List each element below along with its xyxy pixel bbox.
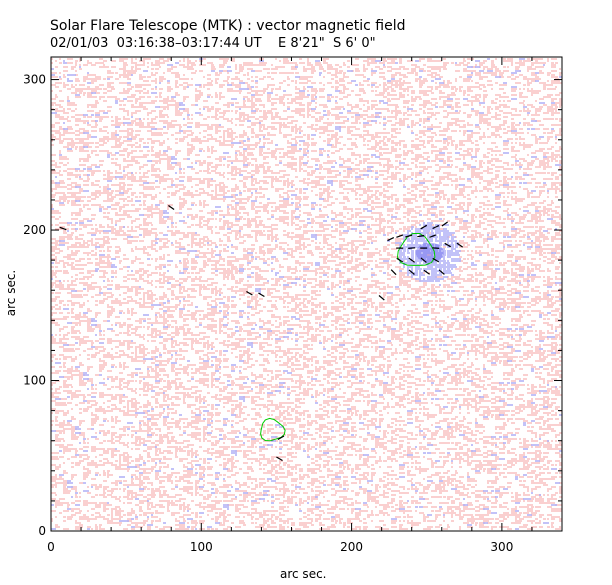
vector-1 (246, 290, 253, 296)
transverse-field-vectors (59, 205, 464, 462)
observation-info: 02/01/03 03:16:38–03:17:44 UT E 8'21" S … (50, 36, 376, 51)
vector-26 (59, 226, 67, 231)
vector-11 (432, 247, 440, 249)
vector-21 (438, 269, 445, 275)
vector-16 (420, 257, 427, 263)
vector-25 (387, 237, 395, 242)
vector-14 (396, 257, 404, 263)
vector-27 (277, 435, 285, 441)
vector-3 (378, 295, 385, 301)
negative-polarity-core (415, 242, 444, 263)
y-tick-label-200: 200 (23, 223, 46, 237)
vector-28 (276, 456, 283, 462)
vector-2 (258, 292, 265, 298)
vector-17 (432, 257, 440, 263)
field-contours (260, 233, 436, 442)
vector-15 (408, 257, 415, 263)
x-tick-label-0: 0 (47, 540, 55, 554)
vector-19 (408, 269, 415, 275)
vector-22 (420, 224, 428, 230)
y-tick-label-100: 100 (23, 374, 46, 388)
x-tick-label-200: 200 (340, 540, 363, 554)
vector-7 (429, 234, 437, 238)
vector-0 (168, 205, 175, 210)
vector-24 (441, 221, 448, 227)
x-tick-label-300: 300 (490, 540, 513, 554)
y-axis-label: arc sec. (4, 269, 19, 317)
vector-20 (423, 269, 430, 275)
vector-12 (444, 242, 452, 248)
vector-9 (408, 247, 416, 249)
vector-18 (390, 269, 397, 276)
x-axis-label: arc sec. (280, 567, 327, 581)
x-axis-ticks: 0 100 200 300 (47, 57, 533, 554)
y-tick-label-0: 0 (38, 524, 46, 538)
contour-south (260, 417, 286, 442)
positive-field-pixels (51, 57, 562, 530)
field-texture (51, 57, 562, 530)
y-tick-label-300: 300 (23, 73, 46, 87)
vector-13 (456, 242, 464, 248)
y-axis-ticks: 0 100 200 300 (23, 73, 562, 538)
vector-6 (417, 234, 425, 238)
negative-field-pixels (51, 57, 562, 530)
figure-title: Solar Flare Telescope (MTK) : vector mag… (50, 18, 406, 34)
x-tick-label-100: 100 (190, 540, 213, 554)
vector-5 (405, 234, 413, 238)
vector-4 (396, 234, 404, 238)
contour-north (396, 233, 436, 266)
vector-23 (432, 225, 440, 230)
plot-frame (50, 56, 563, 532)
